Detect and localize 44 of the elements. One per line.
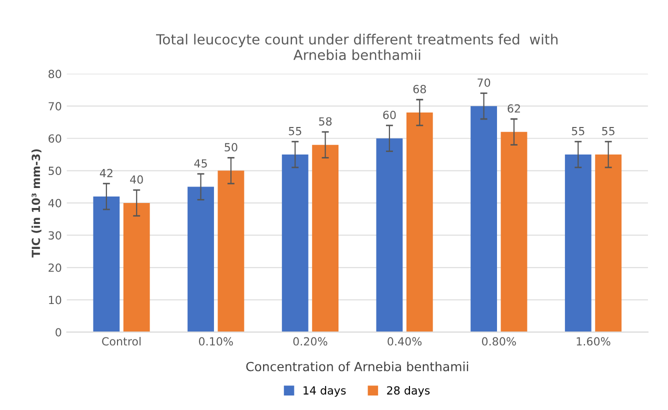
x-tick-label: 0.40% bbox=[388, 337, 422, 346]
data-label: 58 bbox=[319, 117, 332, 126]
data-label: 40 bbox=[130, 175, 143, 184]
data-label: 62 bbox=[508, 104, 520, 113]
bar bbox=[595, 154, 622, 332]
bar bbox=[564, 154, 592, 332]
y-tick-label: 0 bbox=[56, 328, 62, 336]
y-tick-label: 20 bbox=[48, 264, 62, 272]
y-tick-label: 50 bbox=[48, 166, 62, 176]
x-tick-label: 0.10% bbox=[198, 337, 233, 346]
bar bbox=[376, 138, 403, 332]
data-label: 42 bbox=[100, 168, 112, 178]
bar bbox=[470, 106, 498, 332]
data-label: 55 bbox=[288, 127, 302, 136]
legend-label: 28 days bbox=[387, 386, 430, 397]
bar bbox=[93, 196, 120, 332]
bar bbox=[282, 154, 308, 332]
bar bbox=[312, 144, 339, 332]
x-tick-label: Control bbox=[102, 336, 141, 346]
chart-title: Total leucocyte count under different treatments fed with Arnebia benthamii bbox=[156, 34, 558, 60]
data-label: 50 bbox=[224, 143, 238, 152]
y-tick-label: 40 bbox=[48, 198, 62, 208]
y-axis-title: TIC (in 10³ mm-3) bbox=[31, 149, 42, 258]
x-tick-label: 1.60% bbox=[576, 337, 610, 346]
y-tick-label: 10 bbox=[49, 296, 62, 304]
bar bbox=[123, 202, 150, 332]
bar bbox=[406, 112, 433, 332]
bar bbox=[188, 186, 214, 332]
y-tick-label: 30 bbox=[48, 231, 62, 240]
data-label: 55 bbox=[602, 127, 614, 136]
y-tick-label: 60 bbox=[48, 134, 62, 143]
x-axis-title: Concentration of Arnebia benthamii bbox=[246, 362, 468, 372]
bar bbox=[218, 170, 244, 332]
x-tick-label: 0.80% bbox=[482, 337, 516, 346]
x-tick-label: 0.20% bbox=[293, 337, 328, 346]
y-tick-label: 70 bbox=[48, 102, 62, 110]
data-label: 70 bbox=[478, 78, 490, 87]
bar bbox=[500, 132, 528, 332]
data-label: 60 bbox=[383, 110, 396, 120]
y-tick-label: 80 bbox=[48, 70, 62, 78]
data-label: 45 bbox=[194, 159, 207, 168]
data-label: 68 bbox=[413, 84, 426, 94]
data-label: 55 bbox=[572, 127, 584, 136]
legend-label: 14 days bbox=[304, 386, 346, 397]
